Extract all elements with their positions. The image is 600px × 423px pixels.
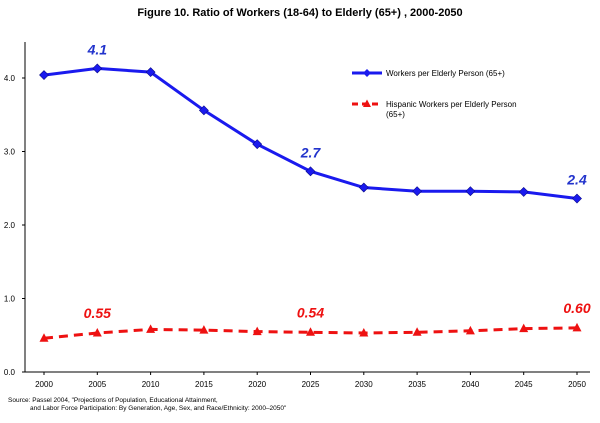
x-tick-label: 2000 bbox=[35, 380, 53, 389]
data-point-diamond bbox=[252, 139, 263, 150]
data-label-hispanic: 0.55 bbox=[84, 305, 111, 321]
chart-title: Figure 10. Ratio of Workers (18-64) to E… bbox=[137, 7, 463, 19]
x-tick-label: 2015 bbox=[195, 380, 213, 389]
y-tick-label: 3.0 bbox=[4, 148, 16, 157]
x-tick-label: 2010 bbox=[142, 380, 160, 389]
series-line-1 bbox=[43, 66, 578, 200]
data-labels: 4.1 2.7 2.4 0.55 0.54 0.60 bbox=[84, 41, 591, 321]
legend-marker-triangle bbox=[363, 99, 371, 107]
data-point-triangle bbox=[572, 322, 582, 332]
legend-label-hispanic-line2: (65+) bbox=[386, 110, 405, 119]
data-point-triangle bbox=[199, 325, 209, 334]
data-label-workers: 2.7 bbox=[300, 144, 322, 160]
series bbox=[39, 63, 582, 342]
legend: Workers per Elderly Person (65+) Hispanic… bbox=[352, 69, 517, 119]
data-point-triangle bbox=[252, 326, 262, 336]
x-tick-label: 2030 bbox=[355, 380, 373, 389]
data-label-hispanic: 0.60 bbox=[563, 300, 590, 316]
legend-label-hispanic: Hispanic Workers per Elderly Person bbox=[386, 100, 517, 109]
data-point-diamond bbox=[198, 105, 209, 116]
x-tick-label: 2045 bbox=[515, 380, 533, 389]
y-tick-label: 1.0 bbox=[4, 295, 16, 304]
x-tick-label: 2025 bbox=[302, 380, 320, 389]
y-tick-label: 2.0 bbox=[4, 221, 16, 230]
data-point-triangle bbox=[465, 325, 475, 335]
source-line-1: Source: Passel 2004, "Projections of Pop… bbox=[8, 397, 218, 404]
y-tick-label: 4.0 bbox=[4, 74, 16, 83]
data-point-triangle bbox=[306, 327, 315, 336]
y-tick-label: 0.0 bbox=[4, 368, 16, 377]
x-tick-label: 2040 bbox=[462, 380, 480, 389]
legend-marker-diamond bbox=[363, 69, 371, 77]
axes: 0.0 1.0 2.0 3.0 4.0 2000 2005 2010 2015 2020 2025 2… bbox=[4, 42, 590, 389]
data-point-diamond bbox=[412, 186, 423, 197]
x-tick-label: 2050 bbox=[568, 380, 586, 389]
data-point-diamond bbox=[305, 166, 316, 177]
x-tick-label: 2020 bbox=[248, 380, 266, 389]
data-point-triangle bbox=[39, 333, 49, 342]
data-point-diamond bbox=[518, 187, 529, 197]
x-tick-label: 2005 bbox=[88, 380, 106, 389]
data-point-triangle bbox=[412, 327, 422, 336]
data-point-triangle bbox=[92, 328, 102, 337]
data-point-diamond bbox=[39, 70, 49, 80]
data-point-triangle bbox=[359, 328, 369, 337]
data-label-workers: 4.1 bbox=[87, 41, 108, 57]
x-tick-label: 2035 bbox=[408, 380, 426, 389]
data-point-diamond bbox=[358, 182, 369, 193]
data-label-workers: 2.4 bbox=[566, 172, 587, 188]
source-note: Source: Passel 2004, "Projections of Pop… bbox=[8, 397, 286, 413]
data-point-diamond bbox=[92, 63, 103, 74]
source-line-2: and Labor Force Participation: By Genera… bbox=[30, 405, 287, 412]
data-point-triangle bbox=[519, 323, 529, 333]
data-point-diamond bbox=[465, 186, 476, 197]
data-point-diamond bbox=[145, 67, 156, 78]
data-point-diamond bbox=[572, 193, 582, 204]
legend-label-workers: Workers per Elderly Person (65+) bbox=[386, 69, 505, 78]
data-point-triangle bbox=[146, 324, 156, 333]
data-label-hispanic: 0.54 bbox=[297, 304, 324, 320]
